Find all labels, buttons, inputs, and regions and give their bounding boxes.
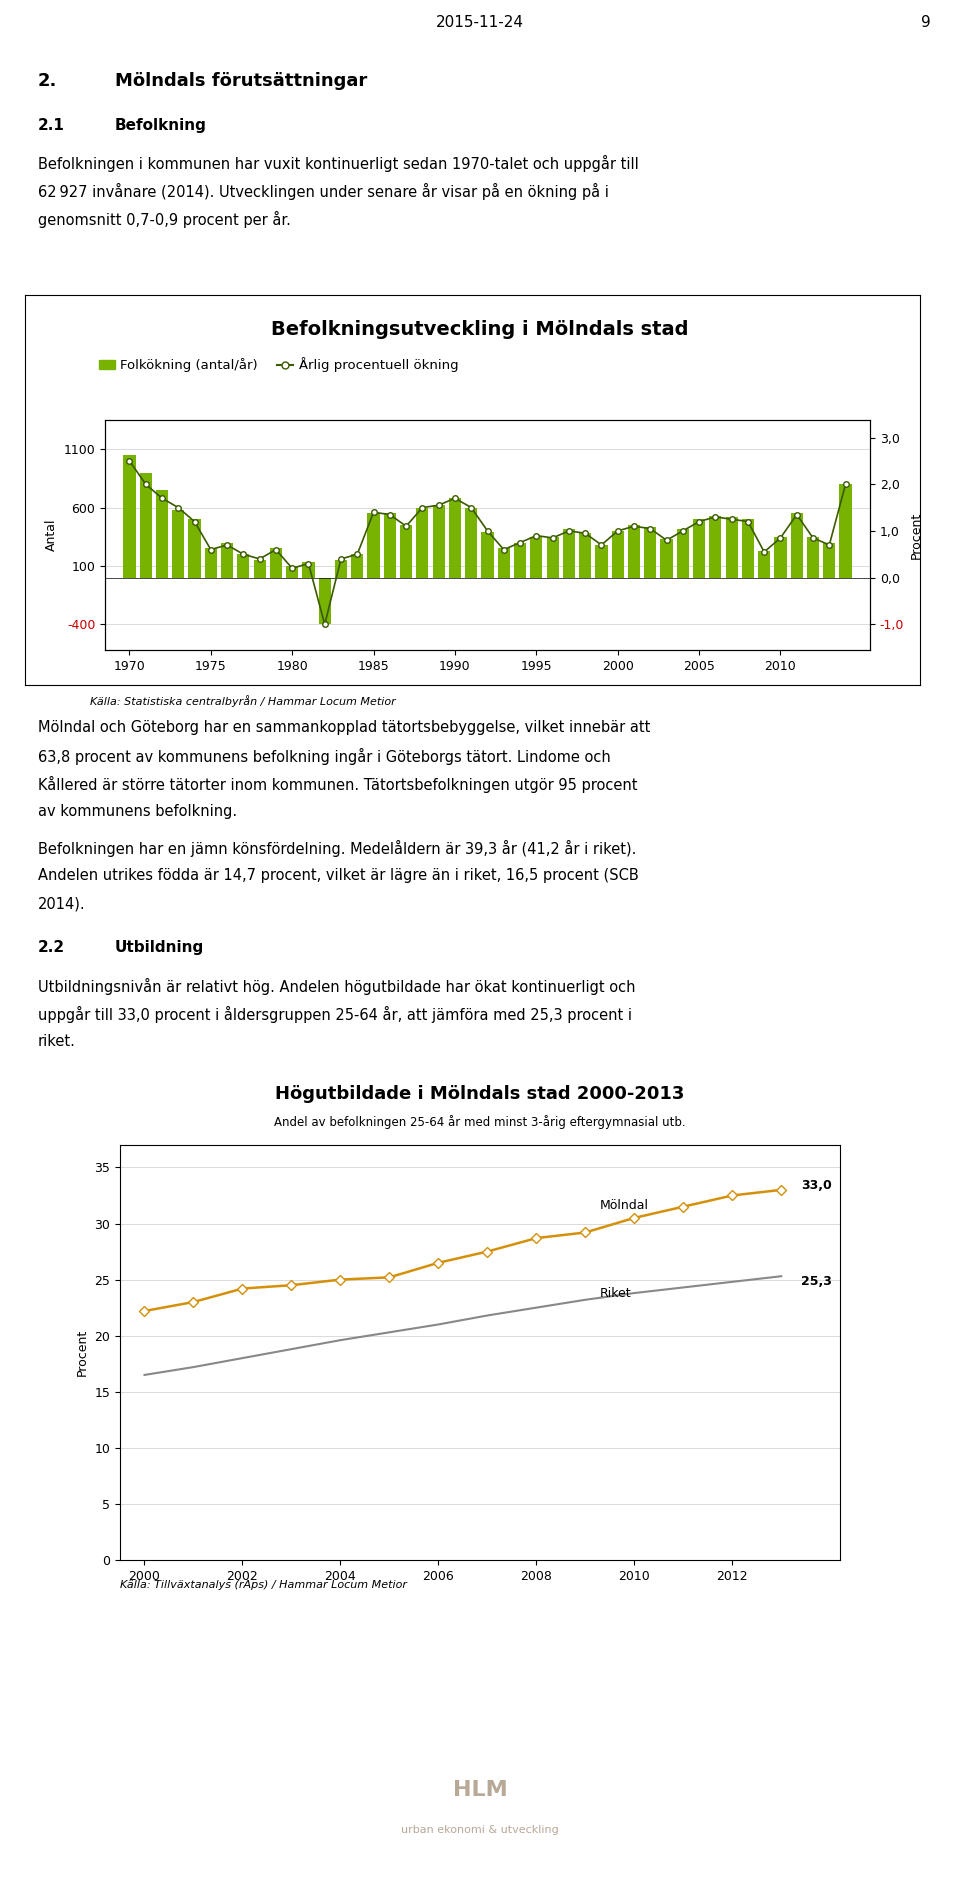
Y-axis label: Procent: Procent: [910, 512, 923, 558]
Bar: [530, 537, 542, 577]
Text: riket.: riket.: [38, 1034, 76, 1049]
Bar: [693, 520, 706, 577]
Text: 2.1: 2.1: [38, 118, 65, 133]
Bar: [579, 533, 591, 577]
Bar: [628, 525, 640, 577]
Text: HLM: HLM: [452, 1779, 508, 1800]
Bar: [139, 472, 152, 577]
Text: Utbildningsnivån är relativt hög. Andelen högutbildade har ökat kontinuerligt oc: Utbildningsnivån är relativt hög. Andele…: [38, 979, 636, 996]
Bar: [204, 548, 217, 577]
Bar: [433, 505, 444, 577]
Text: 9: 9: [922, 15, 931, 30]
Bar: [156, 489, 168, 577]
Bar: [221, 543, 233, 577]
Bar: [677, 529, 689, 577]
Bar: [368, 514, 379, 577]
Bar: [384, 514, 396, 577]
Bar: [726, 516, 737, 577]
Text: Befolkningen i kommunen har vuxit kontinuerligt sedan 1970-talet och uppgår till: Befolkningen i kommunen har vuxit kontin…: [38, 156, 638, 173]
Text: uppgår till 33,0 procent i åldersgruppen 25-64 år, att jämföra med 25,3 procent : uppgår till 33,0 procent i åldersgruppen…: [38, 1005, 632, 1022]
Bar: [335, 560, 348, 577]
Legend: Folkökning (antal/år), Årlig procentuell ökning: Folkökning (antal/år), Årlig procentuell…: [94, 353, 464, 378]
Text: urban ekonomi & utveckling: urban ekonomi & utveckling: [401, 1825, 559, 1834]
Text: Andelen utrikes födda är 14,7 procent, vilket är lägre än i riket, 16,5 procent : Andelen utrikes födda är 14,7 procent, v…: [38, 869, 638, 882]
Text: 62 927 invånare (2014). Utvecklingen under senare år visar på en ökning på i: 62 927 invånare (2014). Utvecklingen und…: [38, 182, 609, 199]
Bar: [791, 514, 803, 577]
Bar: [839, 484, 852, 577]
Text: Mölndal och Göteborg har en sammankopplad tätortsbebyggelse, vilket innebär att: Mölndal och Göteborg har en sammankoppla…: [38, 721, 650, 734]
Bar: [302, 562, 315, 577]
Bar: [644, 527, 657, 577]
Text: 2.2: 2.2: [38, 941, 65, 954]
Bar: [807, 537, 819, 577]
Text: Högutbildade i Mölndals stad 2000-2013: Högutbildade i Mölndals stad 2000-2013: [276, 1085, 684, 1102]
Text: genomsnitt 0,7-0,9 procent per år.: genomsnitt 0,7-0,9 procent per år.: [38, 211, 291, 228]
Text: Mölndal: Mölndal: [600, 1199, 649, 1212]
Bar: [514, 543, 526, 577]
Text: 25,3: 25,3: [801, 1275, 831, 1288]
Bar: [758, 550, 770, 577]
Text: Riket: Riket: [600, 1286, 632, 1299]
Text: Källa: Statistiska centralbyrån / Hammar Locum Metior: Källa: Statistiska centralbyrån / Hammar…: [90, 694, 396, 708]
Text: Utbildning: Utbildning: [115, 941, 204, 954]
Bar: [465, 508, 477, 577]
Text: Kållered är större tätorter inom kommunen. Tätortsbefolkningen utgör 95 procent: Kållered är större tätorter inom kommune…: [38, 776, 637, 793]
Bar: [660, 539, 673, 577]
Text: 2015-11-24: 2015-11-24: [436, 15, 524, 30]
Bar: [595, 544, 608, 577]
Text: Källa: Tillväxtanalys (rAps) / Hammar Locum Metior: Källa: Tillväxtanalys (rAps) / Hammar Lo…: [120, 1580, 407, 1590]
Text: Befolkning: Befolkning: [115, 118, 206, 133]
Bar: [188, 520, 201, 577]
Text: 2.: 2.: [38, 72, 58, 89]
Text: 2014).: 2014).: [38, 895, 85, 911]
Bar: [481, 531, 493, 577]
Bar: [742, 520, 754, 577]
Bar: [824, 543, 835, 577]
Bar: [546, 537, 559, 577]
Bar: [612, 531, 624, 577]
Bar: [417, 508, 428, 577]
Y-axis label: Procent: Procent: [76, 1330, 89, 1375]
Bar: [319, 577, 331, 624]
Bar: [253, 560, 266, 577]
Bar: [286, 565, 299, 577]
Text: Befolkningen har en jämn könsfördelning. Medelåldern är 39,3 år (41,2 år i riket: Befolkningen har en jämn könsfördelning.…: [38, 840, 636, 857]
Bar: [400, 525, 412, 577]
Bar: [775, 537, 786, 577]
Bar: [123, 455, 135, 577]
Text: Befolkningsutveckling i Mölndals stad: Befolkningsutveckling i Mölndals stad: [272, 321, 688, 340]
Bar: [497, 548, 510, 577]
Bar: [351, 554, 364, 577]
Bar: [709, 516, 722, 577]
Text: 63,8 procent av kommunens befolkning ingår i Göteborgs tätort. Lindome och: 63,8 procent av kommunens befolkning ing…: [38, 747, 611, 764]
Text: 33,0: 33,0: [801, 1178, 831, 1191]
Text: Andel av befolkningen 25-64 år med minst 3-årig eftergymnasial utb.: Andel av befolkningen 25-64 år med minst…: [275, 1115, 685, 1129]
Text: Mölndals förutsättningar: Mölndals förutsättningar: [115, 72, 368, 89]
Bar: [449, 499, 461, 577]
Text: av kommunens befolkning.: av kommunens befolkning.: [38, 804, 237, 820]
Bar: [172, 510, 184, 577]
Y-axis label: Antal: Antal: [45, 518, 58, 552]
Bar: [270, 548, 282, 577]
Bar: [563, 529, 575, 577]
Bar: [237, 554, 250, 577]
